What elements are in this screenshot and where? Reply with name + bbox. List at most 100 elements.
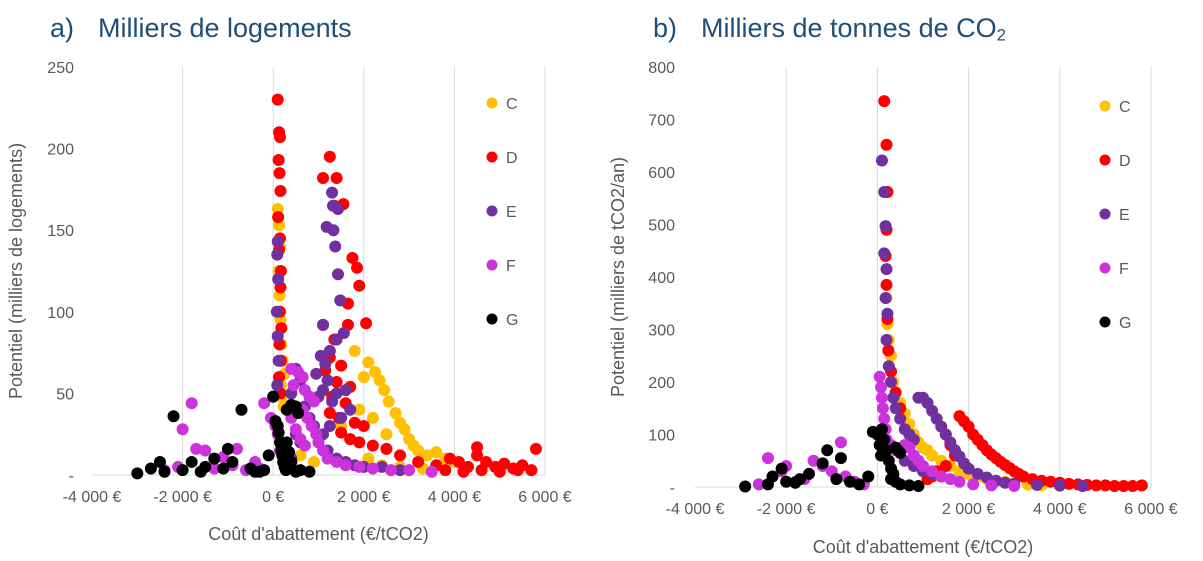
- data-point: [878, 412, 891, 425]
- legend-label: G: [506, 312, 518, 329]
- x-tick-label: -2 000 €: [153, 489, 212, 506]
- data-point: [780, 475, 793, 488]
- data-point: [267, 390, 280, 403]
- data-point: [199, 460, 212, 473]
- x-axis-title: Coût d'abattement (€/tCO2): [208, 524, 429, 544]
- panel-b-title-subscript: 2: [996, 25, 1006, 45]
- data-point: [362, 356, 375, 369]
- data-point: [335, 411, 348, 424]
- x-tick-label: 0 €: [866, 501, 888, 518]
- data-point: [321, 452, 334, 465]
- data-point: [962, 462, 975, 475]
- panel-b-label: b): [653, 13, 678, 43]
- data-point: [321, 374, 334, 387]
- legend-marker: [486, 97, 498, 109]
- data-point: [330, 455, 343, 468]
- data-point: [457, 465, 470, 478]
- y-tick-label: 200: [648, 375, 675, 392]
- legend-label: E: [506, 204, 517, 221]
- data-point: [471, 441, 484, 454]
- data-point: [766, 470, 779, 483]
- data-point: [208, 452, 221, 465]
- data-point: [283, 446, 296, 459]
- data-point: [475, 464, 488, 477]
- data-point: [378, 384, 391, 397]
- data-point: [319, 358, 332, 371]
- data-point: [323, 406, 336, 419]
- chart-1-group: -4 000 € -2 000 € 0 € 2 000 € 4 000 € 6 000 €…: [608, 60, 1178, 557]
- data-point: [272, 354, 285, 367]
- y-tick-label: 200: [47, 142, 74, 159]
- panel-a-title-text: Milliers de logements: [98, 13, 352, 43]
- x-tick-label: 4 000 €: [428, 489, 481, 506]
- x-tick-label: -4 000 €: [666, 501, 725, 518]
- data-point: [1062, 477, 1075, 490]
- data-point: [880, 278, 893, 291]
- data-point: [230, 442, 243, 455]
- data-point: [967, 478, 980, 491]
- legend-marker: [1099, 154, 1111, 166]
- data-point: [317, 171, 330, 184]
- data-point: [272, 211, 285, 224]
- data-point: [294, 449, 307, 462]
- data-point: [221, 442, 234, 455]
- data-point: [882, 344, 895, 357]
- panel-b-title-text: Milliers de tonnes de CO: [701, 13, 997, 43]
- data-point: [389, 406, 402, 419]
- data-point: [873, 370, 886, 383]
- legend-marker: [1099, 316, 1111, 328]
- data-point: [875, 154, 888, 167]
- data-point: [271, 379, 284, 392]
- data-point: [953, 475, 966, 488]
- data-point: [803, 467, 815, 480]
- data-point: [882, 360, 895, 373]
- data-point: [339, 459, 352, 472]
- data-point: [384, 464, 397, 477]
- y-tick-label: 50: [56, 386, 74, 403]
- legend-marker: [486, 313, 498, 325]
- data-point: [1008, 479, 1021, 492]
- data-point: [273, 167, 286, 180]
- data-point: [335, 426, 348, 439]
- data-point: [493, 465, 506, 478]
- data-point: [452, 455, 465, 468]
- y-tick-label: -: [69, 468, 74, 485]
- data-point: [353, 403, 366, 416]
- data-point: [894, 446, 907, 459]
- data-point: [844, 475, 857, 488]
- data-point: [425, 465, 438, 478]
- data-point: [793, 473, 806, 486]
- data-point: [380, 442, 393, 455]
- y-tick-label: 150: [47, 223, 74, 240]
- data-point: [881, 307, 894, 320]
- legend-marker: [1099, 208, 1111, 220]
- data-point: [289, 423, 302, 436]
- data-point: [403, 464, 416, 477]
- data-point: [357, 420, 370, 433]
- legend-marker: [486, 205, 498, 217]
- data-point: [1017, 470, 1030, 483]
- data-point: [153, 455, 166, 468]
- data-point: [443, 452, 456, 465]
- data-point: [307, 455, 320, 468]
- data-point: [176, 464, 189, 477]
- data-point: [1053, 479, 1066, 492]
- legend-label: F: [1119, 261, 1129, 278]
- data-point: [199, 444, 212, 457]
- data-point: [348, 344, 361, 357]
- y-tick-label: 300: [648, 323, 675, 340]
- data-point: [323, 150, 336, 163]
- data-point: [285, 455, 298, 468]
- data-point: [323, 420, 336, 433]
- data-point: [412, 444, 425, 457]
- x-tick-label: 4 000 €: [1033, 501, 1086, 518]
- data-point: [985, 479, 998, 492]
- data-point: [887, 391, 900, 404]
- data-point: [274, 185, 287, 198]
- data-point: [971, 467, 984, 480]
- data-point: [830, 473, 843, 486]
- data-point: [880, 138, 893, 151]
- data-point: [271, 235, 284, 248]
- legend-label: D: [1119, 153, 1131, 170]
